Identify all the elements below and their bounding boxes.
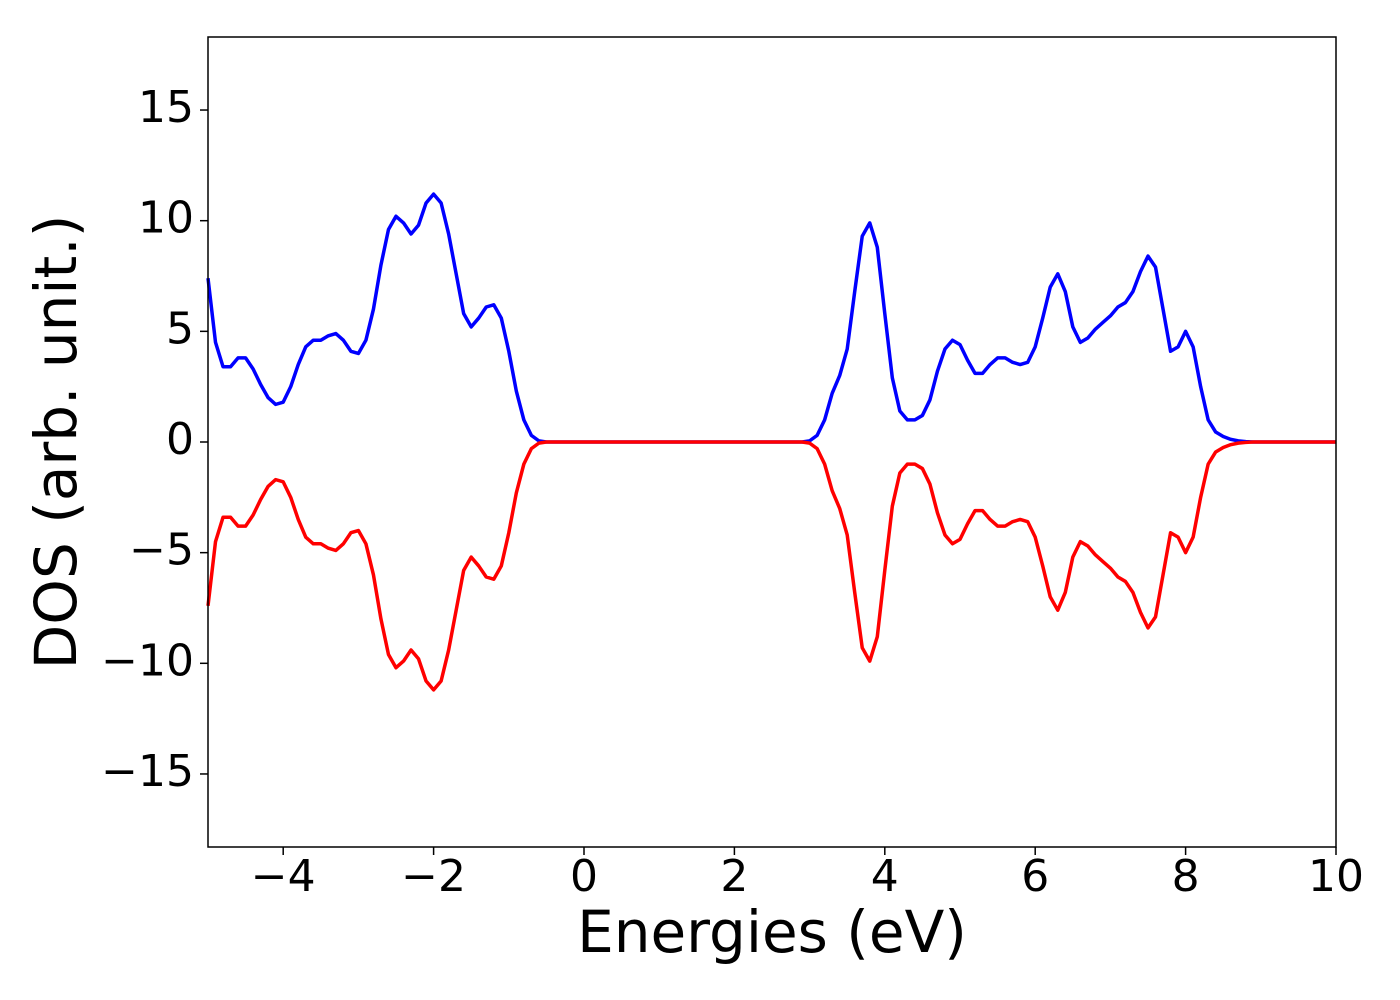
x-tick-label: 2 xyxy=(720,851,748,902)
x-tick-label: −4 xyxy=(251,851,316,902)
x-tick-label: −2 xyxy=(401,851,466,902)
y-tick-label: 10 xyxy=(138,193,194,244)
series-line xyxy=(206,440,1336,692)
x-tick-label: 10 xyxy=(1308,851,1364,902)
x-tick-label: 0 xyxy=(570,851,598,902)
y-tick-label: −5 xyxy=(129,525,194,576)
x-axis-label: Energies (eV) xyxy=(577,898,967,966)
plot-frame xyxy=(207,36,1337,848)
y-tick-label: −15 xyxy=(101,746,194,797)
x-tick-label: 6 xyxy=(1021,851,1049,902)
x-tick-label: 8 xyxy=(1172,851,1200,902)
y-tick-label: 0 xyxy=(166,414,194,465)
y-tick-label: 5 xyxy=(166,303,194,354)
y-tick-label: −10 xyxy=(101,635,194,686)
series-line xyxy=(206,192,1336,444)
y-tick-label: 15 xyxy=(138,82,194,133)
y-axis-label: DOS (arb. unit.) xyxy=(22,215,90,670)
x-tick-label: 4 xyxy=(871,851,899,902)
